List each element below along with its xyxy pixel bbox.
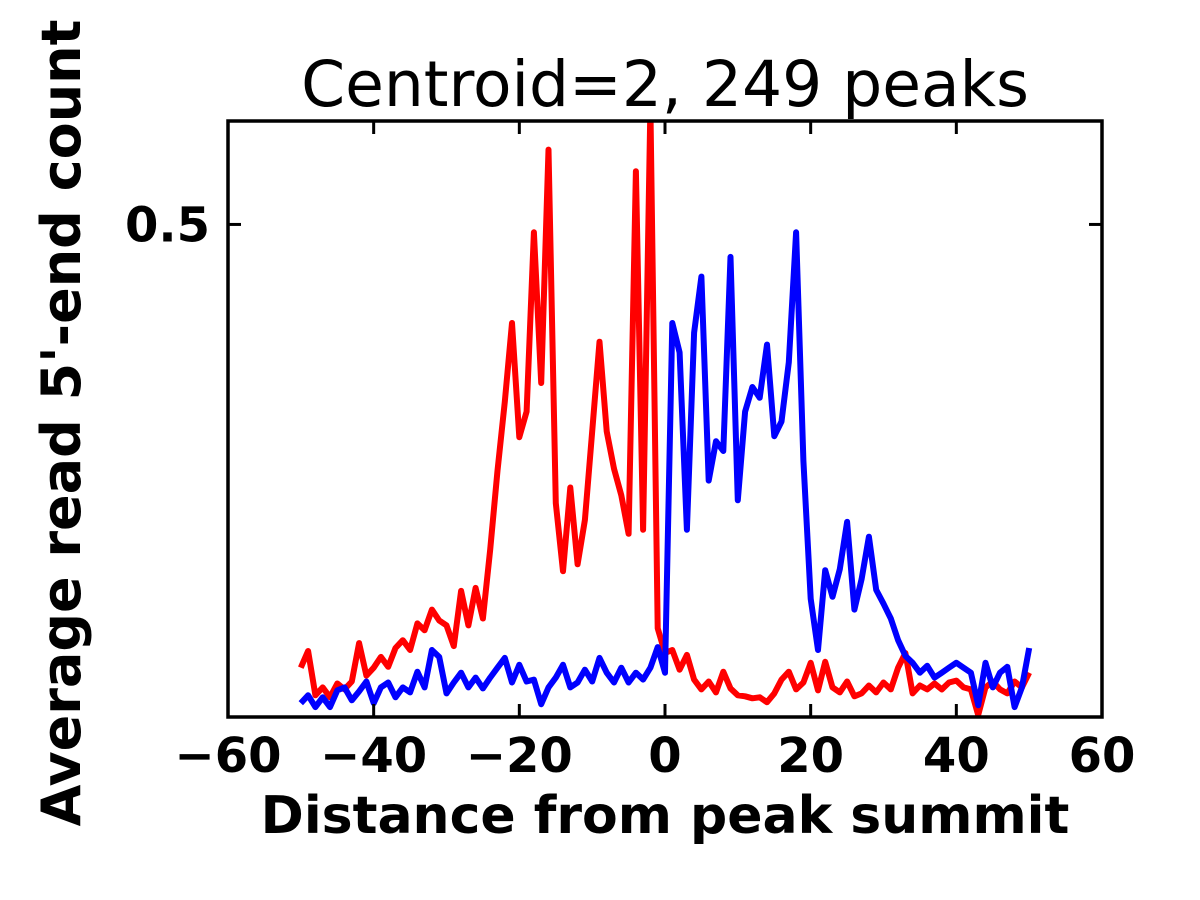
x-axis-label: Distance from peak summit (261, 786, 1070, 846)
x-tick-label: −60 (174, 728, 281, 784)
x-tick-label: 60 (1069, 728, 1136, 784)
y-axis-label: Average read 5'-end count (30, 20, 93, 827)
x-tick-label: 40 (923, 728, 990, 784)
blue-line (298, 229, 1033, 711)
ticks-group: −60 −40 −20 0 20 40 60 0.5 (125, 121, 1135, 784)
x-tick-label: 0 (648, 728, 681, 784)
x-tick-label: −20 (466, 728, 573, 784)
y-tick-label: 0.5 (125, 197, 210, 253)
x-tick-label: 20 (777, 728, 844, 784)
x-tick-label: −40 (320, 728, 427, 784)
chart-title: Centroid=2, 249 peaks (301, 48, 1029, 121)
series-group (298, 121, 1033, 717)
